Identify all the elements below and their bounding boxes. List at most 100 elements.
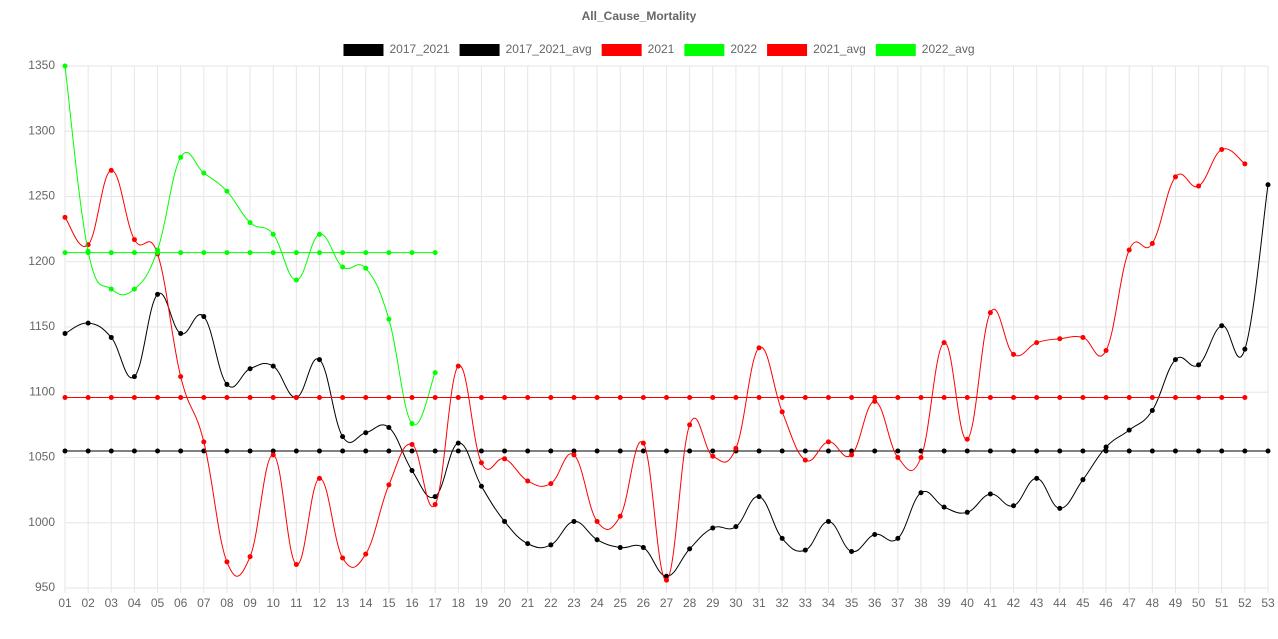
- data-point: [363, 430, 369, 436]
- data-point: [733, 394, 739, 400]
- data-point: [779, 448, 785, 454]
- data-point: [849, 452, 855, 458]
- data-point: [1034, 340, 1040, 346]
- data-point: [1149, 448, 1155, 454]
- data-point: [849, 448, 855, 454]
- data-point: [386, 316, 392, 322]
- data-point: [316, 448, 322, 454]
- data-point: [270, 448, 276, 454]
- data-point: [340, 264, 346, 270]
- data-point: [386, 482, 392, 488]
- x-tick-label: 39: [937, 596, 951, 610]
- data-point: [895, 535, 901, 541]
- data-point: [987, 394, 993, 400]
- chart-title: All_Cause_Mortality: [582, 9, 697, 23]
- x-tick-label: 46: [1099, 596, 1113, 610]
- data-point: [1242, 448, 1248, 454]
- data-point: [131, 394, 137, 400]
- data-point: [386, 448, 392, 454]
- data-point: [1011, 448, 1017, 454]
- data-point: [825, 448, 831, 454]
- data-point: [316, 357, 322, 363]
- legend-swatch: [601, 44, 642, 56]
- data-point: [455, 440, 461, 446]
- data-point: [293, 562, 299, 568]
- data-point: [964, 448, 970, 454]
- data-point: [525, 448, 531, 454]
- data-point: [131, 448, 137, 454]
- x-tick-label: 11: [290, 596, 303, 610]
- data-point: [293, 250, 299, 256]
- data-point: [178, 154, 184, 160]
- x-tick-label: 05: [151, 596, 165, 610]
- data-point: [687, 394, 693, 400]
- x-tick-label: 45: [1076, 596, 1090, 610]
- data-point: [1126, 394, 1132, 400]
- x-tick-label: 32: [775, 596, 789, 610]
- data-point: [224, 559, 230, 565]
- data-point: [478, 483, 484, 489]
- data-point: [201, 314, 207, 320]
- data-point: [293, 394, 299, 400]
- data-point: [455, 448, 461, 454]
- data-point: [131, 237, 137, 243]
- x-tick-label: 21: [521, 596, 535, 610]
- data-point: [62, 214, 68, 220]
- legend-swatch: [767, 44, 808, 56]
- data-point: [1080, 448, 1086, 454]
- data-point: [640, 394, 646, 400]
- x-tick-label: 44: [1053, 596, 1067, 610]
- x-tick-label: 43: [1030, 596, 1044, 610]
- data-point: [270, 363, 276, 369]
- data-point: [247, 554, 253, 560]
- data-point: [363, 394, 369, 400]
- data-point: [872, 394, 878, 400]
- data-point: [247, 394, 253, 400]
- x-tick-label: 24: [590, 596, 604, 610]
- data-point: [224, 381, 230, 387]
- data-point: [409, 250, 415, 256]
- data-point: [1196, 362, 1202, 368]
- legend-swatch: [343, 44, 384, 56]
- data-point: [1103, 448, 1109, 454]
- data-point: [964, 509, 970, 515]
- x-tick-label: 52: [1238, 596, 1252, 610]
- data-point: [872, 448, 878, 454]
- data-point: [270, 231, 276, 237]
- data-point: [85, 320, 91, 326]
- data-point: [201, 448, 207, 454]
- data-point: [224, 448, 230, 454]
- x-tick-label: 29: [706, 596, 720, 610]
- data-point: [640, 545, 646, 551]
- data-point: [409, 394, 415, 400]
- data-point: [849, 548, 855, 554]
- data-point: [155, 291, 161, 297]
- data-point: [918, 394, 924, 400]
- data-point: [640, 448, 646, 454]
- data-point: [1196, 394, 1202, 400]
- data-point: [825, 394, 831, 400]
- x-tick-label: 49: [1169, 596, 1183, 610]
- data-point: [710, 525, 716, 531]
- data-point: [1011, 351, 1017, 357]
- data-point: [617, 513, 623, 519]
- legend-label: 2021_avg: [813, 42, 866, 56]
- data-point: [825, 439, 831, 445]
- data-point: [687, 422, 693, 428]
- data-point: [895, 394, 901, 400]
- data-point: [1265, 448, 1271, 454]
- x-tick-label: 19: [475, 596, 489, 610]
- data-point: [224, 188, 230, 194]
- data-point: [224, 394, 230, 400]
- data-point: [247, 366, 253, 372]
- x-tick-label: 26: [637, 596, 651, 610]
- data-point: [502, 456, 508, 462]
- data-point: [316, 475, 322, 481]
- data-point: [548, 448, 554, 454]
- data-point: [178, 331, 184, 337]
- data-point: [270, 452, 276, 458]
- data-point: [849, 394, 855, 400]
- x-tick-label: 50: [1192, 596, 1206, 610]
- data-point: [1149, 408, 1155, 414]
